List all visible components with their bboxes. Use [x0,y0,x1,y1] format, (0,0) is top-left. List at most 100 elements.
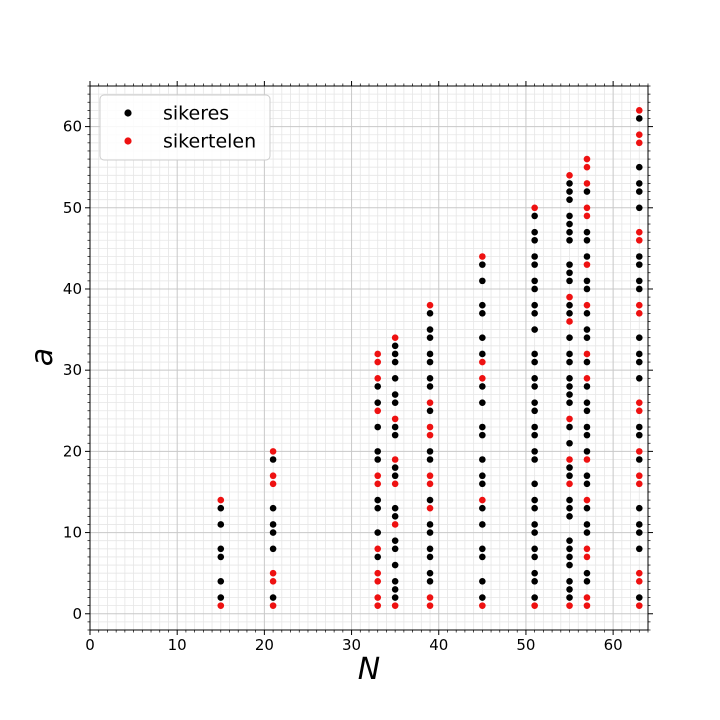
point-sikeres [583,326,591,333]
x-tick-label: 10 [168,636,187,654]
point-sikeres [426,448,434,455]
point-sikertelen [531,204,538,212]
point-sikertelen [635,399,643,406]
point-sikeres [531,594,538,601]
point-sikeres [566,561,573,569]
legend-marker-sikeres [124,109,132,117]
point-sikeres [531,277,538,285]
point-sikeres [426,577,434,585]
point-sikeres [635,253,643,260]
point-sikertelen [566,172,573,179]
legend-label-sikertelen: sikertelen [163,131,256,153]
point-sikeres [583,228,591,236]
point-sikeres [374,383,382,390]
point-sikeres [391,431,399,439]
point-sikeres [566,545,573,553]
point-sikeres [531,529,538,536]
y-tick-label: 10 [63,524,82,542]
point-sikeres [566,269,573,277]
point-sikertelen [566,293,573,301]
point-sikeres [531,407,538,415]
point-sikeres [635,358,643,366]
point-sikertelen [374,407,382,415]
point-sikeres [635,334,643,342]
point-sikeres [566,537,573,544]
point-sikeres [531,253,538,260]
point-sikeres [426,310,434,317]
x-tick-label: 20 [255,636,274,654]
point-sikeres [426,521,434,528]
point-sikeres [531,545,538,553]
point-sikeres [635,431,643,439]
point-sikeres [531,504,538,512]
point-sikertelen [426,423,434,431]
point-sikeres [583,383,591,390]
point-sikertelen [391,480,399,488]
point-sikeres [531,423,538,431]
point-sikeres [583,521,591,528]
point-sikeres [391,358,399,366]
axis-ticks [85,81,653,635]
point-sikeres [566,228,573,236]
point-sikeres [635,423,643,431]
point-sikertelen [479,602,486,609]
point-sikeres [217,504,225,512]
point-sikertelen [269,480,277,488]
point-sikeres [635,277,643,285]
point-sikeres [479,277,486,285]
point-sikeres [531,301,538,309]
point-sikertelen [479,496,486,504]
point-sikertelen [374,577,382,585]
point-sikeres [531,399,538,406]
point-sikeres [531,350,538,358]
point-sikeres [583,188,591,195]
point-sikertelen [583,261,591,268]
point-sikertelen [426,301,434,309]
x-tick-label: 60 [604,636,623,654]
point-sikertelen [583,553,591,561]
point-sikeres [635,350,643,358]
point-sikeres [217,594,225,601]
point-sikeres [566,196,573,203]
point-sikertelen [635,131,643,139]
point-sikeres [479,472,486,480]
point-sikeres [635,504,643,512]
point-sikeres [635,188,643,195]
point-sikertelen [635,569,643,577]
legend-box [99,94,271,161]
point-sikeres [531,480,538,488]
point-sikeres [566,586,573,593]
point-sikeres [269,545,277,553]
legend-label-sikeres: sikeres [163,103,229,125]
x-tick-label: 30 [342,636,361,654]
point-sikeres [635,374,643,382]
point-sikeres [531,577,538,585]
point-sikeres [583,253,591,260]
point-sikeres [479,521,486,528]
point-sikertelen [269,577,277,585]
point-sikeres [269,456,277,463]
point-sikeres [566,334,573,342]
point-sikeres [531,326,538,333]
point-sikeres [531,553,538,561]
point-sikeres [391,577,399,585]
point-sikeres [531,310,538,317]
point-sikeres [479,310,486,317]
point-sikeres [426,553,434,561]
point-sikeres [374,399,382,406]
point-sikeres [426,358,434,366]
point-sikertelen [635,480,643,488]
point-sikertelen [391,602,399,609]
point-sikeres [566,383,573,390]
point-sikeres [217,545,225,553]
point-sikeres [566,374,573,382]
point-sikertelen [583,180,591,187]
point-sikeres [479,594,486,601]
point-sikeres [531,358,538,366]
point-sikeres [635,180,643,187]
point-sikeres [583,529,591,536]
point-sikertelen [426,594,434,601]
point-sikeres [217,577,225,585]
point-sikeres [426,326,434,333]
point-sikeres [531,236,538,244]
